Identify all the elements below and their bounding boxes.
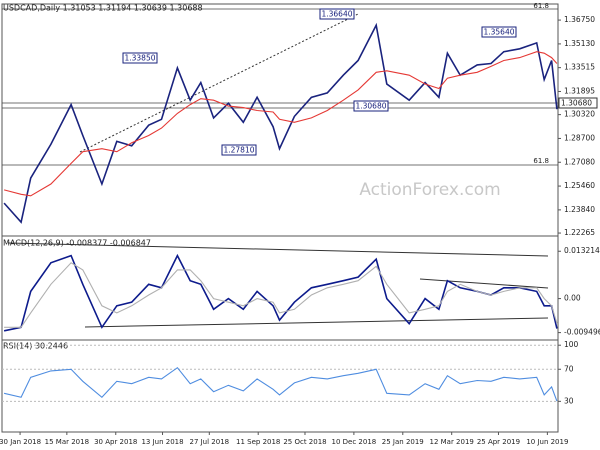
annotation: 1.27810 xyxy=(223,146,254,155)
y-tick-label: 1.36750 xyxy=(564,15,595,24)
watermark: ActionForex.com xyxy=(359,180,500,200)
y-tick-label: 1.23840 xyxy=(564,205,595,214)
y-tick-label: 1.31895 xyxy=(564,86,595,95)
annotation-box xyxy=(221,144,257,156)
macd-title: MACD(12,26,9) -0.008377 -0.006847 xyxy=(3,239,151,248)
x-tick-label: 13 Jun 2018 xyxy=(141,438,183,446)
y-tick-label: 70 xyxy=(564,364,574,373)
last-price-label: 1.30680 xyxy=(561,99,592,108)
y-tick-label: 100 xyxy=(564,340,579,349)
annotation-box xyxy=(481,26,517,38)
x-tick-label: 10 Jun 2019 xyxy=(526,438,568,446)
annotation-box xyxy=(353,100,389,112)
macd-trend-line xyxy=(84,317,549,328)
y-tick-label: 0.00 xyxy=(564,294,581,303)
y-tick-label: -0.009496 xyxy=(564,328,600,337)
y-tick-label: 1.28700 xyxy=(564,133,595,142)
y-tick-label: 1.30320 xyxy=(564,110,595,119)
plot-frame xyxy=(1,3,559,433)
x-tick-label: 15 Mar 2018 xyxy=(45,438,89,446)
chart-title: USDCAD,Daily 1.31053 1.31194 1.30639 1.3… xyxy=(3,4,203,13)
x-tick-label: 10 Dec 2018 xyxy=(332,438,377,446)
annotation: 1.36640 xyxy=(321,10,352,19)
fib-label: 61.8 xyxy=(533,2,549,10)
x-tick-label: 30 Apr 2018 xyxy=(94,438,137,446)
last-price-box xyxy=(558,97,598,109)
annotation-box xyxy=(122,52,158,64)
series-line xyxy=(3,22,558,224)
series-line xyxy=(3,51,558,197)
annotation: 1.30680 xyxy=(355,102,386,111)
y-tick-label: 0.013214 xyxy=(564,246,600,255)
x-tick-label: 25 Apr 2019 xyxy=(477,438,520,446)
annotation-box xyxy=(319,8,355,20)
y-tick-label: 1.22265 xyxy=(564,228,595,237)
y-tick-label: 30 xyxy=(564,396,574,405)
x-tick-label: 11 Sep 2018 xyxy=(236,438,280,446)
annotation: 1.33850 xyxy=(124,54,155,63)
x-tick-label: 25 Oct 2018 xyxy=(283,438,326,446)
y-tick-label: 1.25460 xyxy=(564,181,595,190)
x-tick-label: 12 Mar 2019 xyxy=(429,438,473,446)
series-line xyxy=(4,262,558,328)
x-tick-label: 27 Jul 2018 xyxy=(189,438,229,446)
x-tick-label: 30 Jan 2018 xyxy=(0,438,41,446)
series-line xyxy=(3,366,558,402)
macd-trend-line xyxy=(7,242,549,257)
y-tick-label: 1.33515 xyxy=(564,63,595,72)
fib-label: 61.8 xyxy=(533,157,549,165)
y-tick-label: 1.35130 xyxy=(564,39,595,48)
macd-trend-line xyxy=(419,278,549,289)
y-tick-label: 1.27080 xyxy=(564,157,595,166)
x-tick-label: 25 Jan 2019 xyxy=(382,438,424,446)
annotation: 1.35640 xyxy=(483,28,514,37)
trend-line xyxy=(79,13,359,153)
rsi-title: RSI(14) 30.2446 xyxy=(3,342,68,351)
